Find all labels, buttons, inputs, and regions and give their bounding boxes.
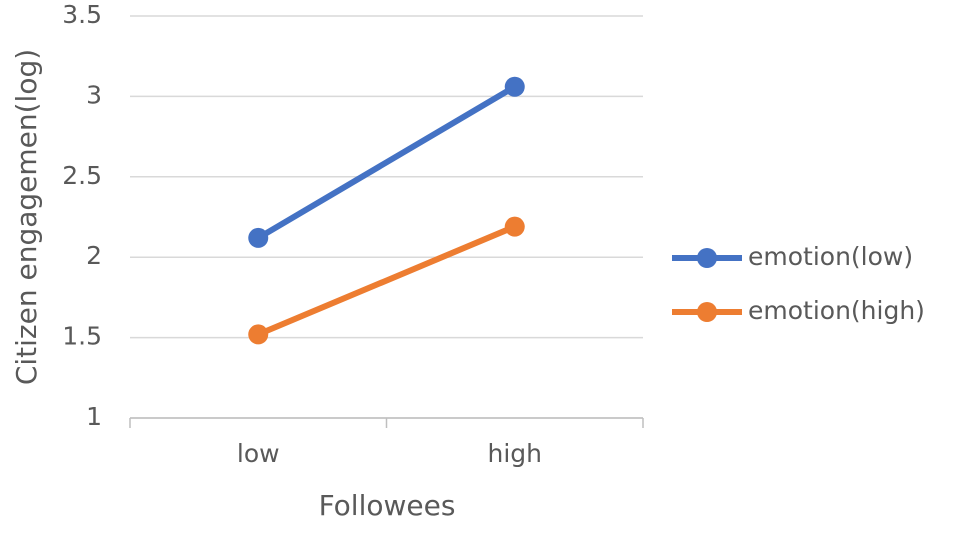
legend-marker (697, 302, 717, 322)
series-marker (504, 216, 525, 237)
series-marker (504, 76, 525, 97)
legend-label: emotion(low) (748, 242, 913, 271)
series-marker (248, 324, 269, 345)
y-tick-label: 2 (86, 241, 102, 270)
legend-marker (697, 248, 717, 268)
series-line (255, 83, 518, 241)
y-axis-title: Citizen engagemen(log) (10, 49, 43, 385)
y-tick-label: 3 (86, 80, 102, 109)
y-tick-label: 2.5 (62, 161, 102, 190)
x-tick-label: low (237, 439, 280, 468)
y-tick-label: 3.5 (62, 0, 102, 29)
series-line (255, 223, 518, 338)
y-tick-label: 1 (86, 402, 102, 431)
series-marker (248, 227, 269, 248)
x-tick-label: high (487, 439, 542, 468)
x-axis-title: Followees (319, 489, 456, 522)
y-tick-label: 1.5 (62, 322, 102, 351)
legend-label: emotion(high) (748, 296, 925, 325)
